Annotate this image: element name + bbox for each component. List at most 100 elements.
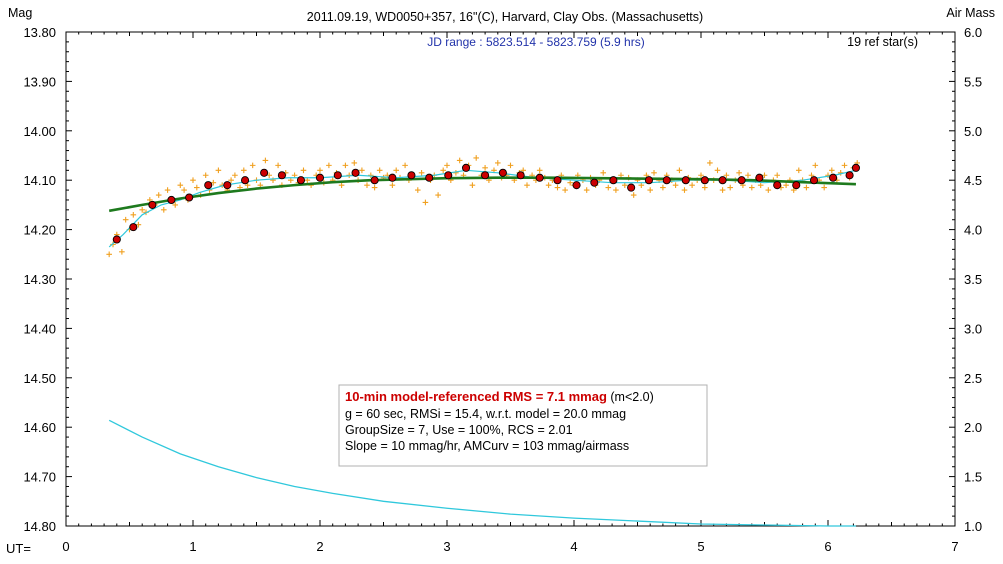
y2-axis-label: Air Mass bbox=[946, 6, 995, 20]
raw-point bbox=[783, 182, 789, 188]
raw-point bbox=[825, 172, 831, 179]
raw-point bbox=[723, 172, 730, 179]
binned-point bbox=[333, 171, 342, 180]
binned-point bbox=[204, 181, 213, 190]
y2-tick-label: 1.0 bbox=[964, 519, 982, 534]
raw-point bbox=[210, 179, 217, 186]
raw-point bbox=[672, 182, 679, 188]
raw-point bbox=[215, 167, 222, 174]
raw-point bbox=[291, 172, 298, 179]
raw-point bbox=[304, 177, 311, 183]
raw-point bbox=[651, 169, 657, 176]
raw-point bbox=[719, 187, 726, 193]
raw-point bbox=[829, 167, 835, 174]
binned-point bbox=[516, 171, 525, 180]
y-tick-label: 14.40 bbox=[23, 321, 56, 336]
y2-tick-label: 4.5 bbox=[964, 173, 982, 188]
raw-point bbox=[660, 184, 666, 191]
raw-point bbox=[689, 182, 695, 188]
raw-point bbox=[795, 167, 802, 174]
y-tick-label: 14.80 bbox=[23, 519, 56, 534]
raw-point bbox=[444, 162, 450, 169]
binned-point bbox=[351, 168, 360, 177]
raw-point bbox=[172, 202, 179, 208]
x-tick-label: 6 bbox=[824, 539, 831, 554]
raw-point bbox=[317, 167, 323, 174]
raw-point bbox=[545, 182, 552, 188]
raw-point bbox=[618, 172, 624, 179]
raw-point bbox=[202, 172, 209, 179]
raw-point bbox=[630, 192, 637, 198]
axis-ticks bbox=[65, 31, 956, 527]
y-axis-label: Mag bbox=[8, 6, 32, 20]
raw-point bbox=[418, 169, 425, 176]
binned-point bbox=[461, 163, 471, 172]
binned-points-series bbox=[112, 163, 860, 244]
binned-point bbox=[535, 173, 544, 182]
raw-point bbox=[482, 165, 488, 171]
raw-point bbox=[749, 184, 755, 191]
binned-point bbox=[277, 171, 286, 180]
x-tick-label: 2 bbox=[316, 539, 323, 554]
binned-point bbox=[407, 171, 416, 180]
raw-point bbox=[393, 167, 399, 174]
raw-point bbox=[622, 182, 628, 188]
x-axis-label: UT= bbox=[6, 541, 31, 556]
raw-point bbox=[681, 187, 688, 193]
raw-point bbox=[456, 157, 463, 164]
raw-point bbox=[232, 172, 238, 179]
raw-point bbox=[326, 162, 332, 169]
binned-point bbox=[553, 176, 562, 185]
binned-point bbox=[590, 178, 599, 187]
raw-point bbox=[106, 251, 112, 258]
y-tick-label: 14.20 bbox=[23, 223, 56, 238]
binned-point bbox=[129, 223, 138, 232]
raw-point bbox=[130, 211, 137, 218]
raw-point bbox=[389, 182, 396, 188]
raw-point bbox=[757, 182, 764, 188]
binned-point bbox=[809, 176, 819, 185]
raw-point bbox=[702, 184, 708, 191]
y-tick-label: 14.60 bbox=[23, 420, 56, 435]
binned-point bbox=[773, 181, 782, 190]
raw-point bbox=[473, 155, 480, 161]
raw-point bbox=[714, 167, 721, 174]
binned-point bbox=[425, 173, 434, 182]
raw-point bbox=[266, 172, 272, 179]
raw-point bbox=[160, 207, 167, 213]
y2-tick-label: 5.5 bbox=[964, 74, 982, 89]
binned-point bbox=[498, 168, 507, 177]
binned-point bbox=[315, 173, 325, 182]
raw-point bbox=[765, 187, 772, 193]
raw-point bbox=[841, 162, 848, 169]
y2-tick-label: 4.0 bbox=[964, 223, 982, 238]
raw-point bbox=[241, 167, 247, 174]
raw-point bbox=[638, 182, 645, 188]
x-tick-labels: 0 1 2 3 4 5 6 7 bbox=[62, 539, 958, 554]
y2-tick-label: 6.0 bbox=[964, 25, 982, 40]
raw-point bbox=[338, 182, 345, 188]
binned-point bbox=[792, 181, 801, 190]
raw-point bbox=[745, 172, 751, 179]
raw-point bbox=[351, 160, 358, 166]
raw-point bbox=[249, 162, 256, 169]
raw-point bbox=[422, 199, 429, 206]
raw-point bbox=[554, 184, 561, 191]
binned-point bbox=[572, 181, 581, 190]
binned-point bbox=[185, 193, 194, 202]
jd-range: JD range : 5823.514 - 5823.759 (5.9 hrs) bbox=[427, 35, 644, 49]
raw-point bbox=[707, 160, 713, 166]
raw-point bbox=[402, 162, 408, 169]
x-tick-label: 4 bbox=[570, 539, 577, 554]
y-tick-label: 14.10 bbox=[23, 173, 56, 188]
raw-point bbox=[181, 187, 187, 193]
binned-point bbox=[241, 176, 250, 185]
binned-point bbox=[444, 171, 453, 180]
raw-point bbox=[122, 216, 129, 223]
x-tick-label: 1 bbox=[189, 539, 196, 554]
stats-line-1: g = 60 sec, RMSi = 15.4, w.r.t. model = … bbox=[345, 407, 626, 421]
raw-point bbox=[495, 160, 501, 166]
binned-point bbox=[481, 171, 490, 180]
raw-point bbox=[536, 167, 543, 174]
